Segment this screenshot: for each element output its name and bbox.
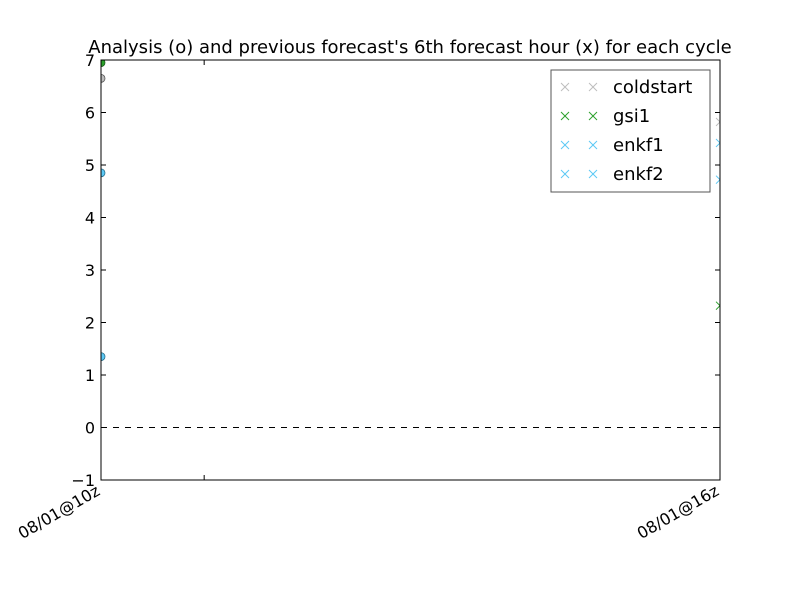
analysis-point-gsi1 — [101, 60, 106, 68]
analysis-point-coldstart — [101, 73, 106, 83]
forecast-point-coldstart — [715, 117, 720, 127]
legend-label: gsi1 — [613, 106, 650, 127]
y-tick-label: 3 — [85, 261, 95, 280]
legend-label: enkf1 — [613, 135, 664, 156]
y-tick-label: −1 — [71, 471, 95, 490]
data-markers — [101, 60, 720, 362]
axes-frame — [100, 59, 721, 481]
legend-entry-enkf1: enkf1 — [560, 135, 664, 156]
legend-entry-enkf2: enkf2 — [560, 164, 664, 185]
legend-marker — [588, 140, 598, 150]
y-tick-label: 2 — [85, 314, 95, 333]
y-tick-label: 1 — [85, 366, 95, 385]
y-tick-label: 4 — [85, 209, 95, 228]
chart-title: Analysis (o) and previous forecast's 6th… — [88, 37, 731, 58]
analysis-point-enkf1 — [101, 168, 106, 178]
forecast-point-gsi1 — [715, 301, 720, 311]
legend-marker — [560, 140, 570, 150]
legend-marker — [588, 82, 598, 92]
legend-box — [550, 69, 711, 193]
legend-marker — [588, 111, 598, 121]
y-tick-label: 7 — [85, 51, 95, 70]
legend-marker — [588, 169, 598, 179]
legend-marker — [560, 169, 570, 179]
legend-label: enkf2 — [613, 164, 664, 185]
analysis-point-enkf2 — [101, 352, 106, 362]
forecast-point-enkf1 — [715, 138, 720, 148]
y-tick-label: 0 — [85, 419, 95, 438]
x-tick-label: 08/01@16z — [634, 481, 722, 543]
x-tick-label: 08/01@10z — [15, 481, 103, 543]
legend-marker — [560, 111, 570, 121]
legend-entry-coldstart: coldstart — [560, 77, 692, 98]
legend-marker — [560, 82, 570, 92]
y-tick-label: 6 — [85, 104, 95, 123]
legend-entry-gsi1: gsi1 — [560, 106, 650, 127]
y-tick-label: 5 — [85, 156, 95, 175]
forecast-point-enkf2 — [715, 175, 720, 185]
legend-label: coldstart — [613, 77, 692, 98]
legend: coldstart gsi1 enkf1 enkf2 — [550, 69, 711, 193]
